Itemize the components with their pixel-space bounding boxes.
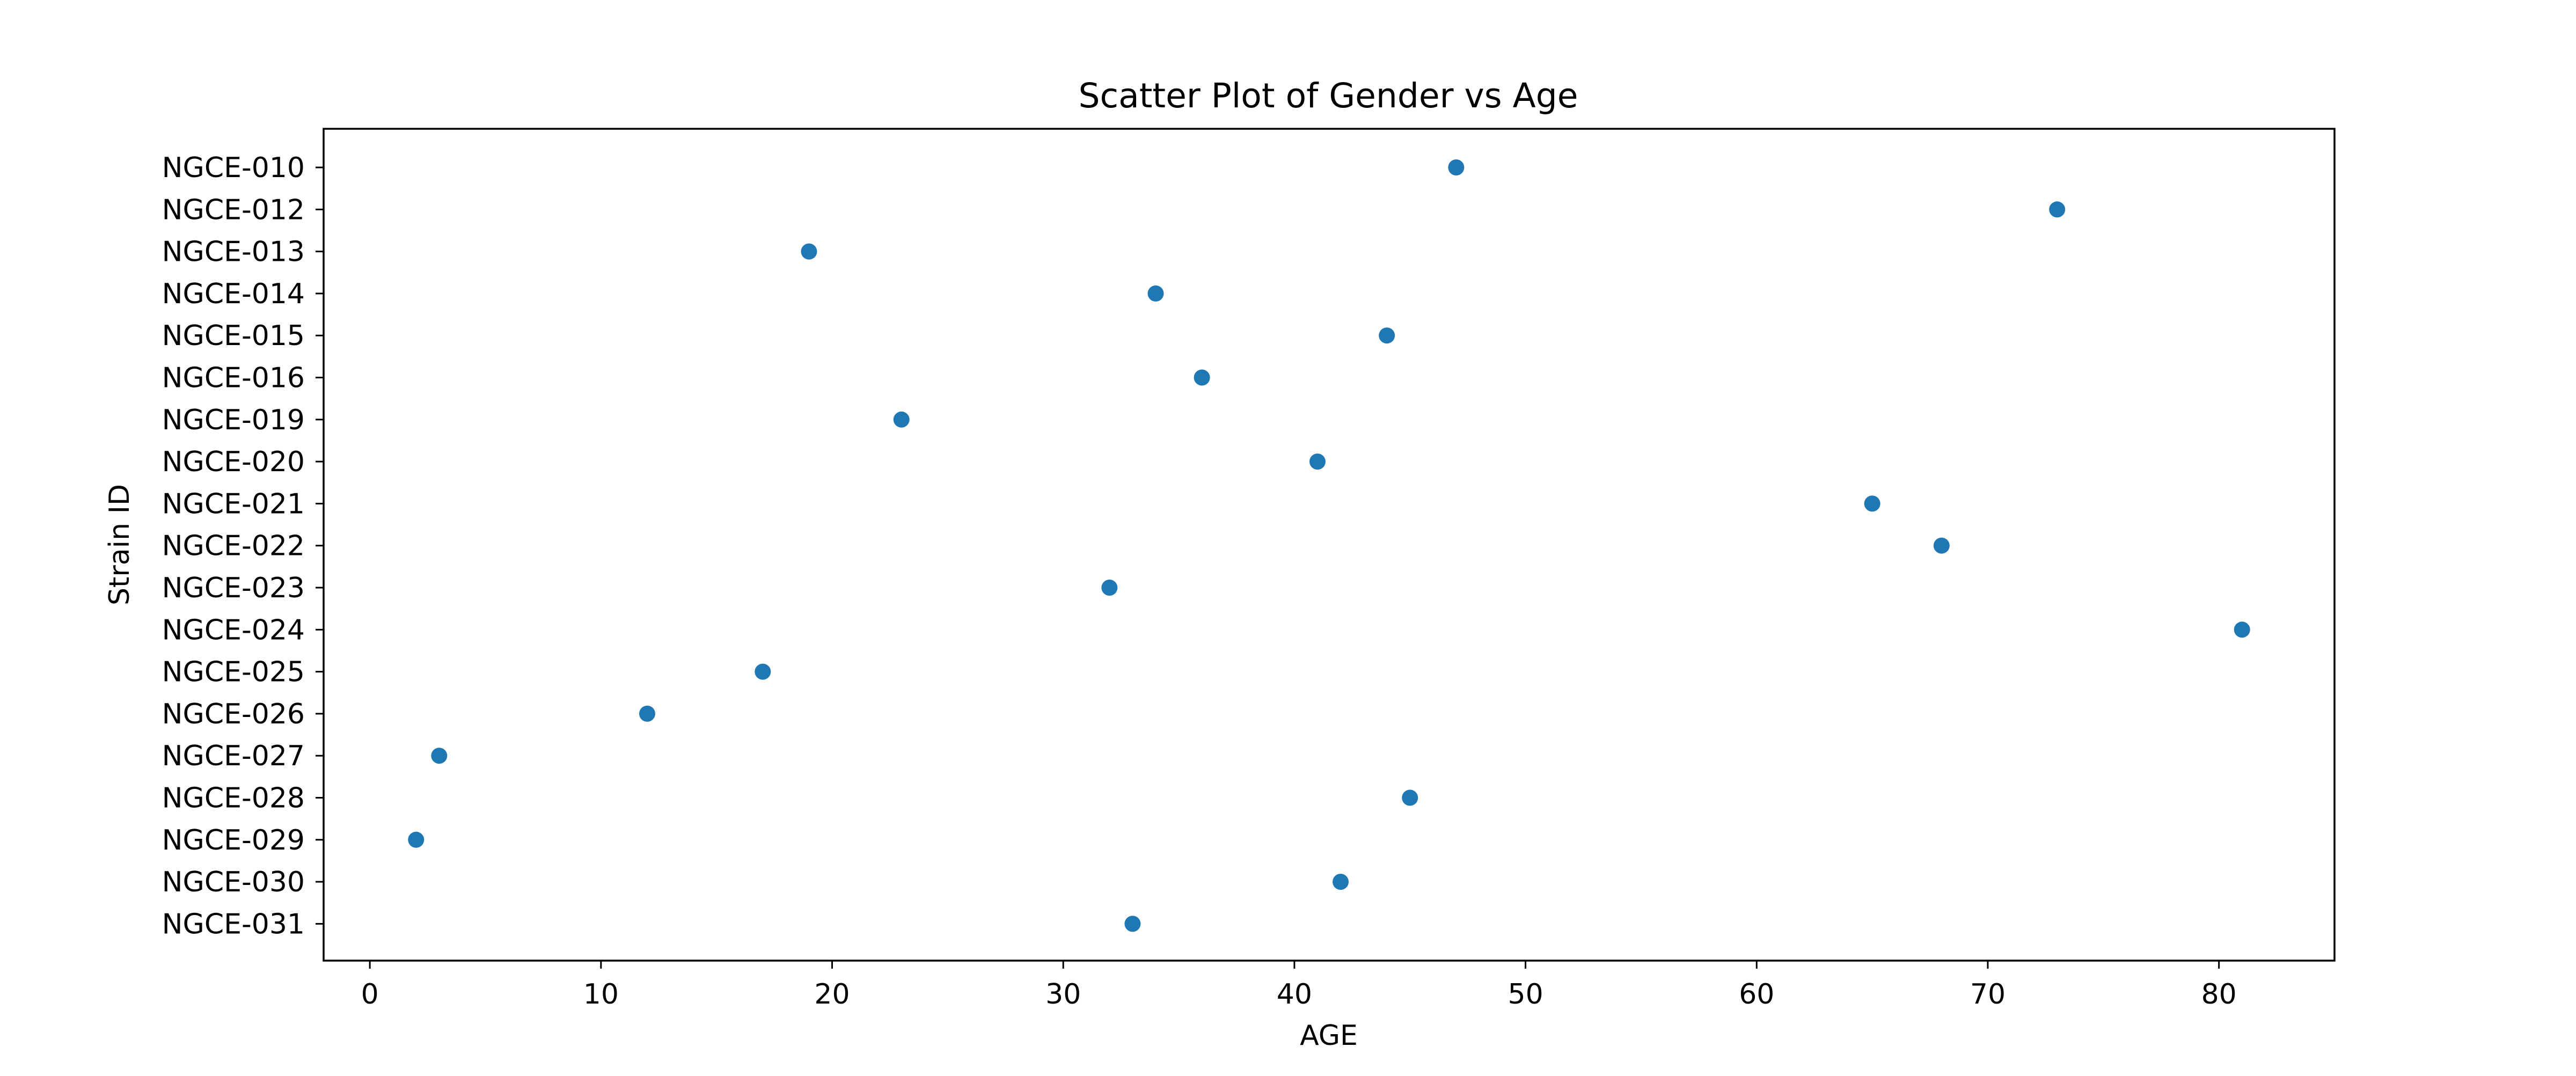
data-point [431, 748, 448, 764]
x-tick-label: 30 [1045, 978, 1081, 1011]
data-point [1101, 580, 1118, 596]
data-point [1194, 369, 1210, 386]
data-point [639, 705, 655, 722]
data-point [1448, 159, 1465, 175]
data-point [1333, 874, 1349, 890]
data-point [1379, 327, 1395, 344]
x-tick-label: 20 [814, 978, 850, 1011]
y-tick-label: NGCE-022 [162, 530, 305, 562]
data-point [2049, 201, 2066, 218]
y-axis-ticks: NGCE-010 NGCE-012 NGCE-013 NGCE-014 NGCE-015… [162, 152, 324, 940]
data-point [1147, 285, 1164, 302]
data-point [1402, 789, 1418, 806]
plot-frame [323, 128, 2336, 962]
y-tick-label: NGCE-023 [162, 572, 305, 604]
y-tick-label: NGCE-020 [162, 446, 305, 478]
data-point [893, 411, 910, 428]
y-tick-label: NGCE-028 [162, 782, 305, 815]
data-point [1933, 537, 1950, 554]
y-tick-label: NGCE-029 [162, 824, 305, 857]
y-tick-label: NGCE-013 [162, 236, 305, 268]
x-tick-label: 40 [1277, 978, 1312, 1011]
y-tick-label: NGCE-027 [162, 740, 305, 772]
y-tick-label: NGCE-016 [162, 362, 305, 394]
y-tick-label: NGCE-021 [162, 488, 305, 520]
y-tick-label: NGCE-030 [162, 866, 305, 898]
x-tick-label: 60 [1739, 978, 1774, 1011]
x-tick-label: 80 [2201, 978, 2237, 1011]
x-tick-label: 10 [583, 978, 619, 1011]
data-point [1124, 916, 1141, 932]
data-point [801, 243, 817, 260]
y-tick-label: NGCE-031 [162, 908, 305, 940]
y-tick-label: NGCE-010 [162, 152, 305, 184]
data-points [408, 159, 2250, 932]
x-tick-label: 70 [1970, 978, 2006, 1011]
x-axis-label: AGE [1300, 1020, 1358, 1052]
data-point [2234, 621, 2250, 638]
chart-title: Scatter Plot of Gender vs Age [1078, 76, 1578, 115]
x-tick-label: 0 [361, 978, 379, 1011]
y-tick-label: NGCE-014 [162, 278, 305, 310]
data-point [755, 663, 771, 680]
data-point [1309, 453, 1326, 470]
y-tick-label: NGCE-019 [162, 404, 305, 436]
y-axis-label: Strain ID [104, 484, 136, 605]
y-tick-label: NGCE-015 [162, 320, 305, 352]
y-tick-label: NGCE-024 [162, 614, 305, 646]
y-tick-label: NGCE-012 [162, 194, 305, 226]
data-point [1864, 495, 1880, 512]
y-tick-label: NGCE-026 [162, 698, 305, 730]
x-axis-ticks: 0 10 20 30 40 50 60 70 80 [361, 961, 2237, 1011]
data-point [408, 831, 425, 848]
y-tick-label: NGCE-025 [162, 656, 305, 689]
x-tick-label: 50 [1508, 978, 1543, 1011]
